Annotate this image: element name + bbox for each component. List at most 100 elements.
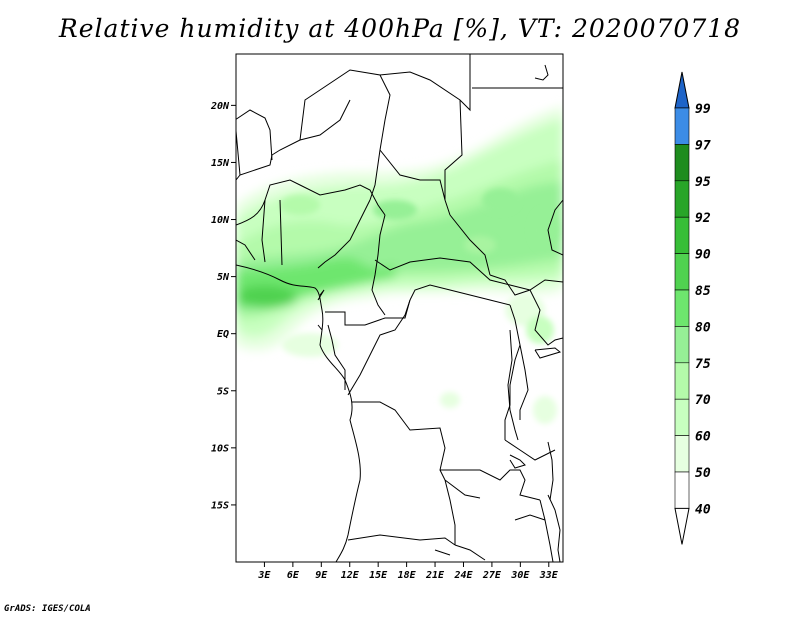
lon-tick-label: 21E <box>425 570 445 581</box>
latitude-axis: 20N 15N 10N 5N EQ 5S 10S 15S <box>210 101 236 511</box>
border-line <box>444 99 463 200</box>
border-line <box>327 324 346 390</box>
border-line <box>236 109 273 176</box>
colorbar-label: 95 <box>695 175 711 190</box>
border-line <box>347 534 456 546</box>
colorbar-segment <box>674 144 690 182</box>
colorbar-segment <box>674 289 690 327</box>
coast-east <box>547 494 561 562</box>
colorbar-label: 80 <box>695 320 711 335</box>
colorbar-segment <box>674 180 690 218</box>
border-line <box>504 439 556 461</box>
lat-tick-label: 5N <box>217 272 230 283</box>
humidity-patch <box>440 392 460 408</box>
colorbar-label: 40 <box>695 502 711 517</box>
border-line <box>529 289 563 346</box>
lake-line <box>534 64 549 81</box>
lat-tick-label: 5S <box>217 386 229 397</box>
lon-tick-label: 30E <box>510 570 530 581</box>
lon-tick-label: 15E <box>369 570 388 581</box>
border-line <box>299 99 351 141</box>
colorbar-label: 60 <box>695 430 711 445</box>
colorbar-label: 50 <box>695 466 711 481</box>
border-line <box>547 199 563 256</box>
border-line <box>279 199 283 266</box>
lon-tick-label: 33E <box>539 570 559 581</box>
lon-tick-label: 27E <box>482 570 502 581</box>
colorbar-segment <box>674 326 690 364</box>
lon-tick-label: 24E <box>453 570 473 581</box>
border-line <box>317 289 325 331</box>
colorbar-top-arrow <box>674 71 690 109</box>
border-line <box>539 499 554 562</box>
humidity-patch <box>464 236 496 254</box>
lake-line <box>534 347 562 359</box>
humidity-patch <box>531 210 559 250</box>
colorbar: 99 97 95 92 90 85 80 75 70 60 50 40 <box>674 71 711 545</box>
border-line <box>379 149 451 216</box>
colorbar-label: 99 <box>695 102 711 117</box>
colorbar-segment <box>674 435 690 473</box>
humidity-patch <box>282 333 338 357</box>
chart-title: Relative humidity at 400hPa [%], VT: 202… <box>58 14 742 43</box>
border-line <box>317 199 371 269</box>
lat-tick-label: 15N <box>211 158 230 169</box>
border-line <box>444 479 481 499</box>
border-line <box>236 239 256 261</box>
west-coastline <box>236 264 361 562</box>
lake-line <box>509 454 526 469</box>
humidity-patch <box>526 316 554 344</box>
border-line <box>409 284 511 306</box>
colorbar-label: 75 <box>695 357 711 372</box>
lon-tick-label: 3E <box>257 570 271 581</box>
border-line <box>504 304 521 440</box>
humidity-patch <box>533 396 557 424</box>
border-line <box>379 54 471 112</box>
border-line <box>371 214 386 316</box>
colorbar-segment <box>674 253 690 291</box>
country-borders <box>236 54 563 562</box>
colorbar-label: 92 <box>695 211 711 226</box>
border-line <box>440 469 541 501</box>
border-line <box>444 479 456 545</box>
colorbar-label: 85 <box>695 284 711 299</box>
border-line <box>261 199 266 263</box>
longitude-axis: 3E 6E 9E 12E 15E 18E 21E 24E 27E 30E 33E <box>257 562 559 581</box>
border-line <box>325 299 411 326</box>
sahara-borders <box>236 69 391 201</box>
lon-tick-label: 9E <box>315 570 328 581</box>
lat-tick-label: 15S <box>211 500 229 511</box>
lon-tick-label: 6E <box>287 570 300 581</box>
border-line <box>449 214 491 276</box>
colorbar-bottom-arrow <box>674 507 690 545</box>
colorbar-segment <box>674 107 690 145</box>
colorbar-segment <box>674 471 690 509</box>
humidity-shading <box>236 106 563 424</box>
border-line <box>514 514 546 521</box>
colorbar-label: 90 <box>695 248 711 263</box>
colorbar-label: 70 <box>695 393 711 408</box>
humidity-patch <box>373 200 417 220</box>
border-line <box>454 544 486 561</box>
border-line <box>347 299 411 396</box>
lat-tick-label: 10S <box>211 443 229 454</box>
colorbar-segment <box>674 216 690 254</box>
lat-tick-label: EQ <box>217 329 229 340</box>
colorbar-label: 97 <box>695 138 711 153</box>
map-frame <box>235 53 564 563</box>
border-line <box>489 274 563 296</box>
border-line <box>374 257 531 291</box>
lat-tick-label: 10N <box>211 215 230 226</box>
border-line <box>519 344 529 420</box>
grads-credit: GrADS: IGES/COLA <box>4 604 91 614</box>
lake-line <box>507 329 519 441</box>
lat-tick-label: 20N <box>210 101 230 112</box>
border-line <box>434 549 451 556</box>
lake-line <box>547 441 554 501</box>
lon-tick-label: 18E <box>398 570 417 581</box>
colorbar-segment <box>674 362 690 400</box>
colorbar-segment <box>674 398 690 436</box>
humidity-patch <box>280 195 320 215</box>
lon-tick-label: 12E <box>341 570 360 581</box>
